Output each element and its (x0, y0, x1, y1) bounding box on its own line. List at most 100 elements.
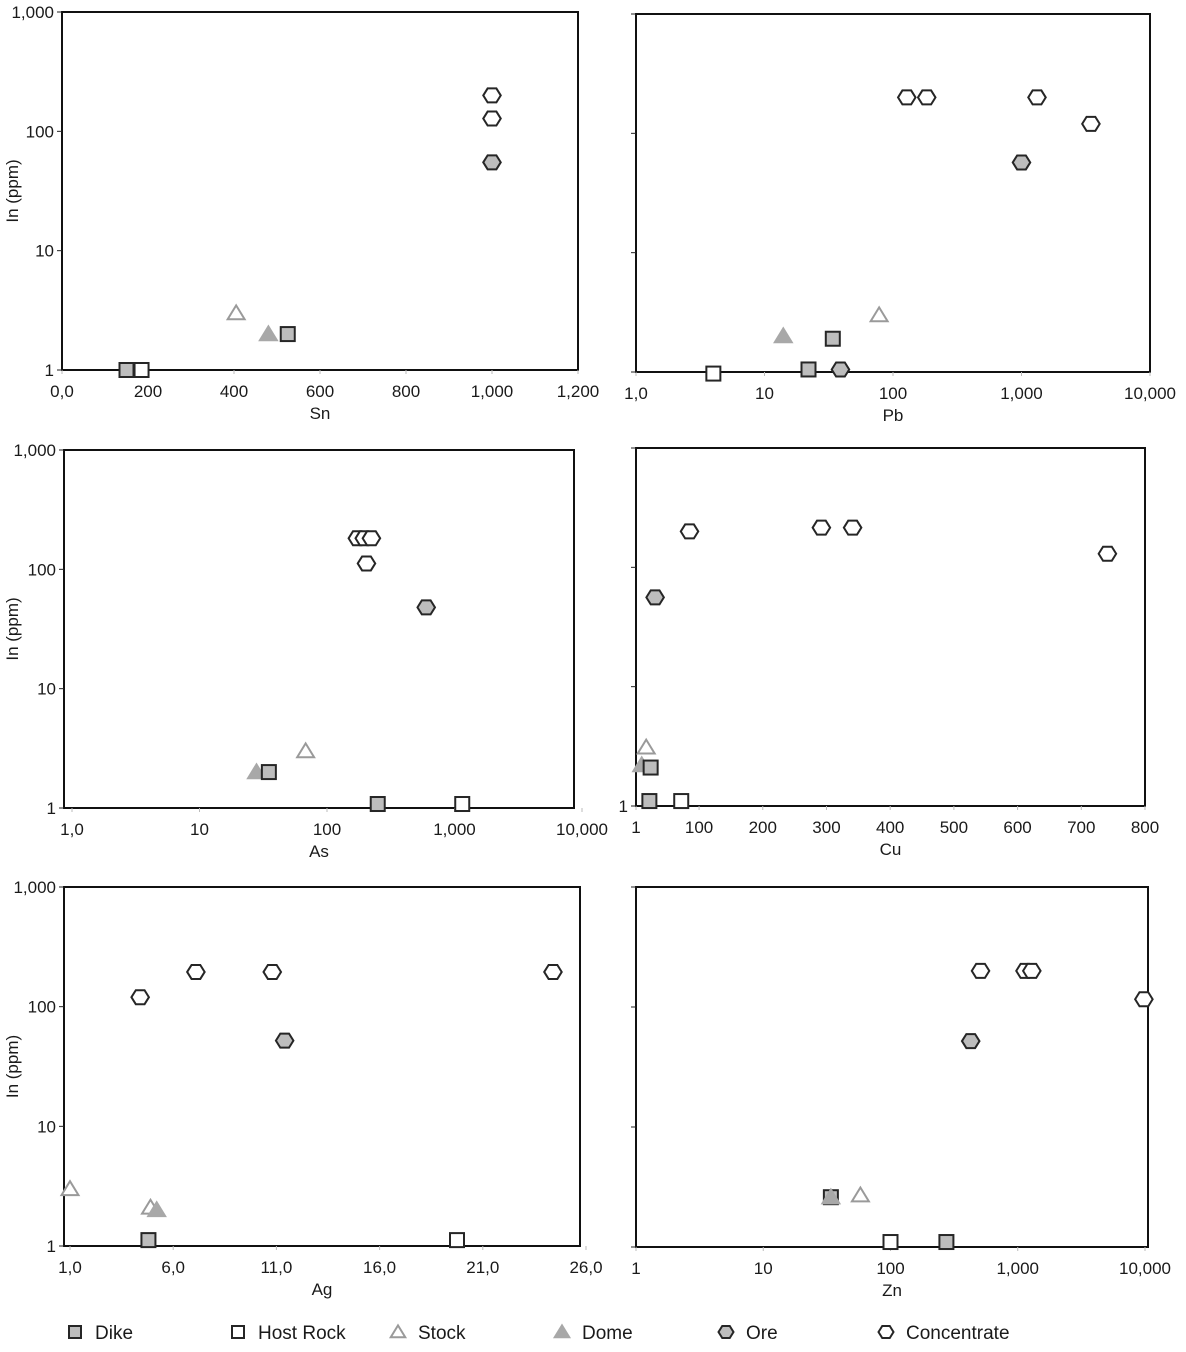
x-tick-label: 600 (1003, 818, 1031, 837)
x-axis-label: Zn (882, 1281, 902, 1300)
plot-frame (635, 13, 1151, 373)
point-ore (830, 361, 851, 378)
x-tick-label: 1,000 (996, 1259, 1039, 1278)
panel-pb: 1,0 10 100 1,000 10,000 Pb (624, 13, 1176, 425)
x-tick-label: 1 (631, 818, 640, 837)
point-dome (820, 1187, 842, 1205)
point-host-rock (882, 1234, 899, 1251)
point-dike (369, 796, 386, 813)
y-axis-label: In (ppm) (3, 159, 22, 222)
x-tick-label: 1,000 (471, 382, 514, 401)
legend-marker (717, 1325, 735, 1339)
legend-label: Host Rock (258, 1323, 346, 1344)
y-tick-label: 10 (35, 242, 54, 261)
point-concentrate (896, 89, 917, 106)
point-concentrate (482, 87, 502, 104)
panel-cu: 1 100 200 300 400 500 600 700 800 1 Cu (619, 447, 1159, 859)
point-concentrate (1021, 962, 1042, 979)
point-dome (258, 324, 279, 342)
point-host-rock (449, 1232, 465, 1249)
y-tick-label: 10 (37, 680, 56, 699)
point-dike (824, 330, 841, 347)
legend-marker (388, 1323, 408, 1339)
point-concentrate (356, 555, 377, 572)
point-ore (416, 599, 437, 616)
point-host-rock (454, 796, 471, 813)
x-tick-label: 6,0 (161, 1258, 185, 1277)
point-concentrate (842, 519, 863, 536)
x-tick-label: 100 (685, 818, 713, 837)
point-ore (274, 1032, 295, 1049)
x-tick-label: 100 (313, 820, 341, 839)
plot-frame (63, 449, 575, 809)
y-tick-label: 1,000 (13, 878, 56, 897)
legend-label: Dike (95, 1323, 133, 1344)
point-concentrate (811, 519, 832, 536)
point-host-rock (673, 793, 690, 810)
x-axis-label: Pb (883, 406, 904, 425)
point-concentrate (130, 989, 151, 1006)
x-tick-label: 10,000 (556, 820, 608, 839)
x-tick-label: 100 (876, 1259, 904, 1278)
point-dike (118, 362, 135, 378)
x-tick-label: 1 (631, 1259, 640, 1278)
x-axis-label: Cu (880, 840, 902, 859)
panel-sn: 0,0 200 400 600 800 1,000 1,200 1 10 100 1,000 Sn In… (3, 3, 599, 423)
x-tick-label: 10 (755, 384, 774, 403)
y-tick-label: 1 (47, 799, 56, 818)
point-concentrate (1081, 115, 1101, 132)
panel-ag: 1,0 6,0 11,0 16,0 21,0 26,0 1 10 100 1,000 Ag In (p… (3, 878, 603, 1299)
x-tick-label: 1,0 (624, 384, 648, 403)
point-stock (868, 305, 890, 323)
legend-label: Dome (582, 1323, 633, 1344)
point-ore (645, 589, 666, 606)
point-dike (279, 326, 296, 343)
x-tick-label: 11,0 (260, 1258, 292, 1277)
point-concentrate (916, 89, 937, 106)
legend-item-concentrate: Concentrate (877, 1323, 1010, 1344)
point-host-rock (705, 365, 722, 382)
x-tick-label: 10,000 (1124, 384, 1176, 403)
y-axis-label: In (ppm) (3, 1035, 22, 1098)
point-dome (246, 762, 267, 780)
x-tick-label: 1,0 (60, 820, 84, 839)
legend-label: Ore (746, 1323, 778, 1344)
point-stock (850, 1185, 871, 1203)
y-axis-label: In (ppm) (3, 597, 22, 660)
point-concentrate (185, 963, 206, 980)
point-host-rock (133, 362, 150, 378)
legend-label: Concentrate (906, 1323, 1010, 1344)
point-dike (800, 361, 817, 378)
y-tick-label: 1 (47, 1237, 56, 1256)
panel-zn: 1 10 100 1,000 10,000 Zn (631, 886, 1171, 1300)
x-tick-label: 100 (879, 384, 907, 403)
plot-frame (63, 886, 581, 1247)
point-dike (938, 1234, 955, 1251)
point-stock (59, 1179, 81, 1197)
x-tick-label: 300 (812, 818, 840, 837)
y-tick-label: 100 (28, 998, 56, 1017)
x-tick-label: 800 (392, 382, 420, 401)
x-tick-label: 1,000 (433, 820, 476, 839)
point-stock (225, 303, 247, 321)
x-tick-label: 200 (749, 818, 777, 837)
point-stock (295, 741, 316, 759)
point-dike (642, 759, 659, 776)
point-ore (482, 154, 502, 171)
point-concentrate (1097, 545, 1118, 562)
legend-marker (877, 1325, 895, 1339)
point-dike (641, 793, 658, 810)
x-tick-label: 10,000 (1119, 1259, 1171, 1278)
legend-item-dike: Dike (68, 1323, 133, 1344)
x-axis-label: As (309, 842, 329, 861)
point-concentrate (970, 962, 991, 979)
x-axis-label: Sn (310, 404, 331, 423)
x-tick-label: 1,000 (1000, 384, 1043, 403)
point-concentrate (679, 523, 700, 540)
legend-marker (68, 1325, 82, 1339)
x-tick-label: 1,0 (58, 1258, 82, 1277)
x-tick-label: 10 (754, 1259, 773, 1278)
legend-marker (231, 1325, 245, 1339)
point-concentrate (543, 963, 563, 980)
